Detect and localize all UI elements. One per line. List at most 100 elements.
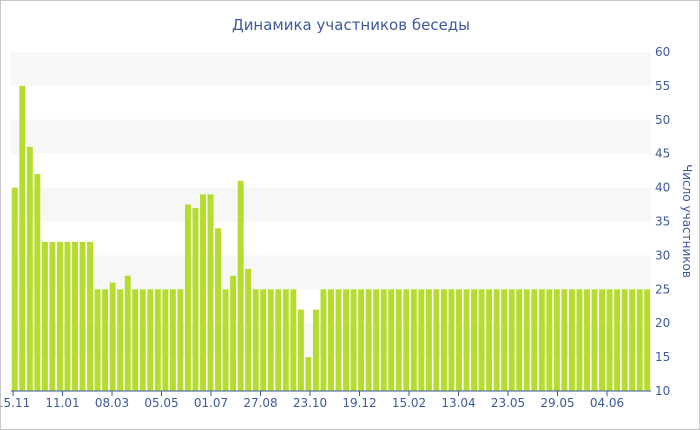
grid-band	[11, 187, 651, 222]
bar	[350, 289, 357, 391]
y-tick-label: 45	[655, 147, 670, 161]
x-tick-label: 23.05	[491, 396, 525, 410]
bar	[49, 241, 56, 391]
bar	[584, 289, 590, 391]
bar	[599, 289, 606, 391]
x-tick-label: 19.12	[342, 396, 376, 410]
bar	[410, 289, 417, 391]
bar	[568, 289, 575, 391]
bar	[636, 289, 643, 391]
bar	[267, 289, 274, 391]
grid-band	[11, 52, 651, 86]
bar	[328, 289, 334, 391]
bar	[117, 289, 124, 391]
x-tick-label: 13.04	[441, 396, 475, 410]
y-tick-label: 25	[655, 282, 670, 296]
x-tick-label: 15.11	[1, 396, 30, 410]
y-tick-label: 15	[655, 350, 670, 364]
bar	[215, 228, 222, 391]
bar	[501, 289, 508, 391]
bar	[79, 241, 86, 391]
bar	[395, 289, 402, 391]
bar	[373, 289, 380, 391]
bar	[320, 289, 327, 391]
bar	[471, 289, 478, 391]
y-tick-label: 50	[655, 113, 670, 127]
bar	[621, 289, 628, 391]
x-tick-label: 29.05	[540, 396, 574, 410]
bar	[237, 180, 244, 391]
grid-band	[11, 119, 651, 154]
bar	[154, 289, 161, 391]
bar	[380, 289, 387, 391]
bar	[275, 289, 282, 391]
bar	[493, 289, 500, 391]
x-tick-label: 23.10	[293, 396, 327, 410]
bar	[162, 289, 169, 391]
bar	[538, 289, 545, 391]
grid-band	[11, 255, 651, 290]
bar	[11, 187, 18, 391]
bar	[546, 289, 553, 391]
bar	[177, 289, 184, 391]
bar	[139, 289, 146, 391]
bar	[200, 194, 206, 391]
bar	[478, 289, 485, 391]
bar	[282, 289, 289, 391]
bar	[34, 174, 41, 391]
bar	[192, 207, 199, 391]
bar	[561, 289, 568, 391]
y-tick-label: 20	[655, 316, 670, 330]
y-tick-label: 55	[655, 79, 670, 93]
bar	[94, 289, 101, 391]
x-tick-label: 15.02	[392, 396, 426, 410]
bar	[335, 289, 342, 391]
y-tick-label: 10	[655, 384, 670, 398]
bar	[418, 289, 425, 391]
bar	[222, 289, 229, 391]
bar	[72, 241, 78, 391]
grid-bands	[11, 52, 651, 358]
x-tick-label: 04.06	[590, 396, 624, 410]
bar	[41, 241, 48, 391]
x-tick-label: 05.05	[144, 396, 178, 410]
bar	[486, 289, 493, 391]
bar	[109, 282, 116, 391]
bar	[230, 275, 237, 391]
x-tick-label: 11.01	[45, 396, 79, 410]
bar	[132, 289, 139, 391]
bar	[456, 289, 462, 391]
bar	[463, 289, 470, 391]
bar	[260, 289, 267, 391]
bar	[19, 85, 26, 392]
bar	[56, 241, 63, 391]
bar	[531, 289, 538, 391]
x-tick-label: 01.07	[194, 396, 228, 410]
bar	[26, 146, 33, 391]
bar	[184, 204, 191, 391]
bar	[523, 289, 530, 391]
bar	[508, 289, 515, 391]
bar	[147, 289, 154, 391]
bar	[207, 194, 214, 391]
bar	[358, 289, 365, 391]
bar	[297, 309, 304, 391]
bar	[169, 289, 176, 391]
bar	[629, 289, 636, 391]
bar	[365, 289, 372, 391]
y-tick-label: 40	[655, 181, 670, 195]
bar	[516, 289, 523, 391]
bar	[576, 289, 583, 391]
bar	[305, 357, 312, 391]
bar	[102, 289, 109, 391]
bar	[425, 289, 432, 391]
x-axis-ticks: 15.11 11.01 08.03 05.05 01.07 27.08 23.10 19.12…	[1, 391, 624, 410]
y-tick-label: 60	[655, 45, 670, 59]
y-axis-label: Число участников	[680, 164, 694, 278]
bar	[312, 309, 319, 391]
bar	[440, 289, 447, 391]
bar	[245, 268, 252, 391]
bar	[553, 289, 560, 391]
bar	[591, 289, 598, 391]
